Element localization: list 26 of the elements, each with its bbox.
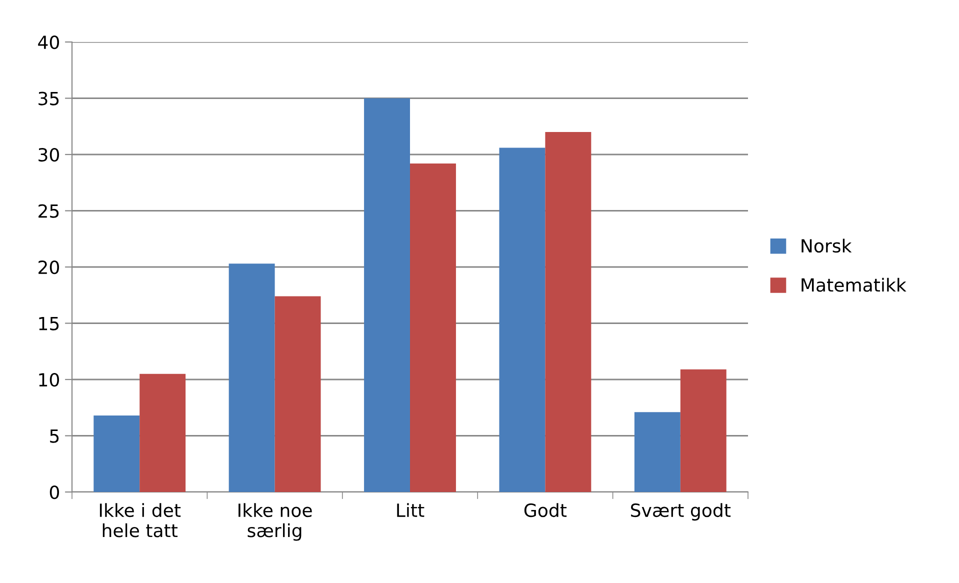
bar (545, 132, 592, 492)
y-tick-label: 20 (38, 260, 59, 274)
x-tick-label: Ikke i det hele tatt (100, 503, 181, 538)
bar (410, 164, 456, 492)
y-tick-label: 5 (50, 429, 59, 443)
y-tick-label: 30 (38, 148, 59, 162)
y-tick-label: 40 (38, 35, 59, 50)
y-tick-label: 15 (39, 316, 59, 330)
y-tick-label: 35 (38, 92, 59, 106)
legend-label: Matematikk (802, 278, 906, 292)
bar (140, 374, 186, 492)
bar (94, 416, 140, 492)
bar (228, 264, 275, 492)
bar (364, 98, 410, 492)
y-tick-label: 10 (39, 372, 59, 387)
bar (274, 296, 321, 492)
x-tick-label: Ikke noe særlig (238, 503, 312, 541)
x-tick-label: Godt (524, 503, 567, 518)
bar (499, 148, 546, 492)
bar (680, 369, 726, 492)
y-tick-label: 25 (38, 204, 59, 218)
bar (634, 412, 680, 492)
legend-label: Norsk (802, 238, 852, 253)
x-tick-label: Svært godt (631, 503, 731, 521)
x-tick-label: Litt (397, 503, 424, 517)
y-tick-label: 0 (50, 485, 59, 500)
